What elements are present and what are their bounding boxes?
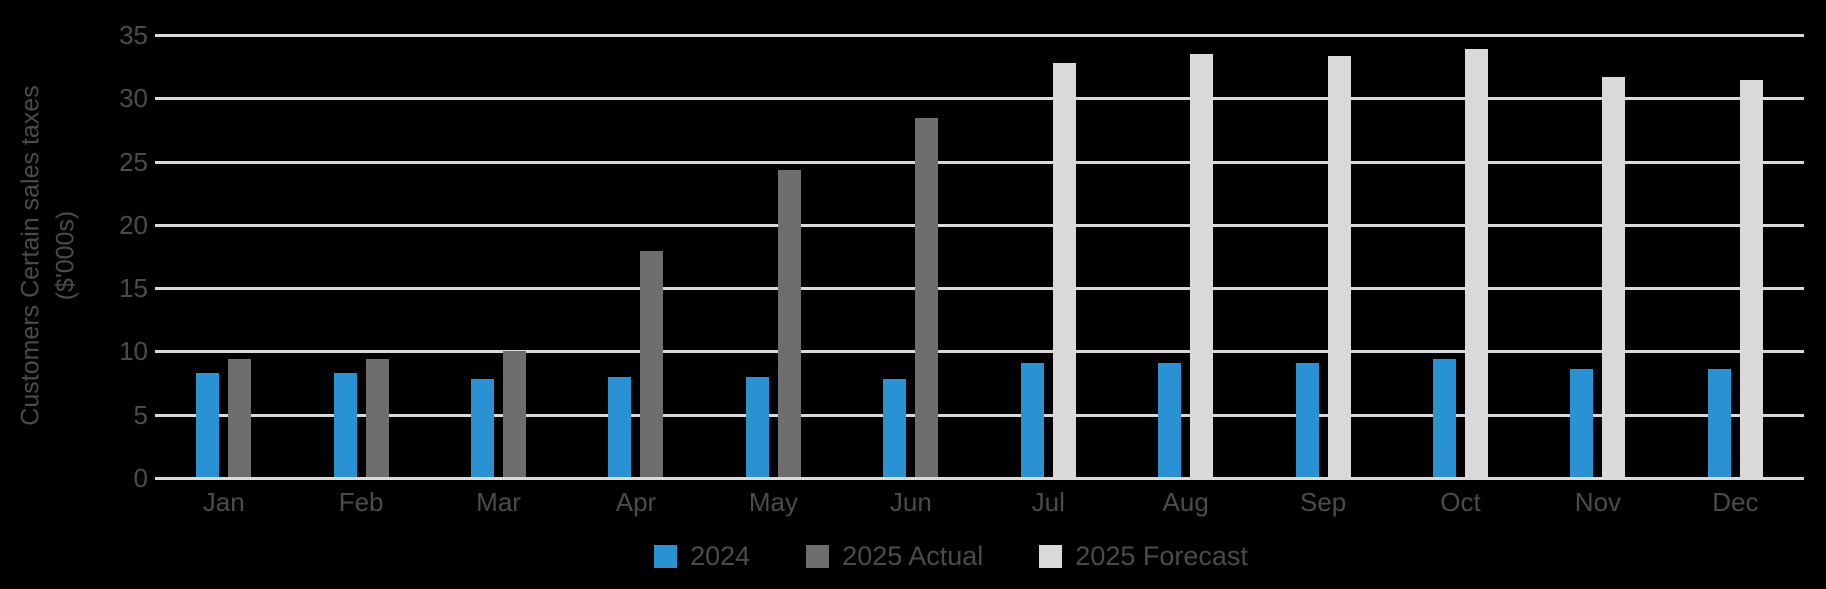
bar-group-sep bbox=[1254, 34, 1391, 477]
legend-swatch bbox=[1039, 545, 1063, 568]
bar-group-oct bbox=[1392, 34, 1529, 477]
x-axis-label-sep: Sep bbox=[1299, 487, 1347, 517]
legend-item-2024: 2024 bbox=[654, 541, 750, 572]
bar-2024-oct bbox=[1433, 358, 1456, 477]
gridline-15 bbox=[155, 287, 1804, 291]
y-tick-label-20: 20 bbox=[119, 209, 148, 240]
x-axis-labels: Jan Feb Mar Apr May Jun Jul Aug Sep Oct Nov Dec bbox=[155, 487, 1804, 518]
bar-group-nov bbox=[1529, 34, 1666, 477]
x-axis-label-oct: Oct bbox=[1440, 487, 1481, 517]
x-axis-label-mar: Mar bbox=[476, 487, 521, 517]
bar-2024-mar bbox=[471, 379, 495, 477]
x-axis-label-dec: Dec bbox=[1712, 487, 1759, 517]
bar-2024-nov bbox=[1570, 368, 1594, 477]
y-tick-label-15: 15 bbox=[119, 273, 148, 304]
bar-group-may bbox=[705, 34, 842, 477]
y-tick-label-0: 0 bbox=[133, 463, 148, 493]
bar-group-jun bbox=[842, 34, 979, 477]
bar-2025-actual-may bbox=[777, 170, 801, 477]
legend-item-2025-forecast: 2025 Forecast bbox=[1039, 541, 1248, 572]
bar-2024-may bbox=[745, 376, 769, 477]
y-tick-label-10: 10 bbox=[119, 336, 148, 367]
y-tick-label-5: 5 bbox=[133, 399, 148, 430]
bar-group-mar bbox=[430, 34, 567, 477]
bar-2025-forecast-sep bbox=[1327, 56, 1351, 477]
bar-2024-apr bbox=[608, 376, 632, 477]
bar-2025-forecast-oct bbox=[1465, 48, 1488, 477]
bar-2024-jul bbox=[1020, 362, 1044, 477]
x-axis-label-aug: Aug bbox=[1162, 487, 1209, 517]
bars-layer bbox=[155, 34, 1804, 477]
y-tick-label-35: 35 bbox=[119, 20, 148, 50]
legend-swatch bbox=[806, 545, 830, 568]
plot-area bbox=[155, 34, 1804, 480]
y-tick-label-30: 30 bbox=[119, 83, 148, 114]
x-axis-label-jan: Jan bbox=[202, 487, 245, 517]
bar-2025-forecast-jul bbox=[1052, 62, 1076, 477]
bar-2025-actual-jun bbox=[915, 118, 939, 477]
gridline-35 bbox=[155, 34, 1804, 37]
bar-2025-actual-mar bbox=[503, 351, 527, 477]
gridline-20 bbox=[155, 223, 1804, 227]
y-axis-tick-labels: 35 30 25 20 15 10 5 0 bbox=[0, 20, 148, 493]
gridline-30 bbox=[155, 97, 1804, 101]
bar-group-feb bbox=[292, 34, 429, 477]
legend-label: 2024 bbox=[690, 541, 751, 571]
legend: 2024 2025 Actual 2025 Forecast bbox=[38, 541, 1826, 572]
x-axis-label-feb: Feb bbox=[338, 487, 384, 517]
bar-2024-sep bbox=[1295, 362, 1319, 477]
bar-2024-feb bbox=[333, 372, 357, 477]
gridline-5 bbox=[155, 413, 1804, 417]
bar-group-apr bbox=[567, 34, 704, 477]
x-axis-label-apr: Apr bbox=[615, 487, 657, 517]
bar-2025-actual-apr bbox=[640, 251, 664, 477]
x-axis-label-jun: Jun bbox=[889, 487, 932, 517]
gridline-10 bbox=[155, 350, 1804, 354]
bar-group-jan bbox=[155, 34, 292, 477]
bar-2024-jun bbox=[883, 379, 907, 477]
legend-label: 2025 Actual bbox=[842, 541, 984, 571]
bar-2025-actual-jan bbox=[228, 358, 252, 477]
x-axis-label-jul: Jul bbox=[1031, 487, 1065, 517]
legend-swatch bbox=[654, 545, 678, 568]
bar-2024-dec bbox=[1707, 368, 1731, 477]
legend-item-2025-actual: 2025 Actual bbox=[806, 541, 983, 572]
bar-group-jul bbox=[980, 34, 1117, 477]
gridline-25 bbox=[155, 160, 1804, 164]
gridline-0 bbox=[155, 477, 1804, 480]
bar-2024-aug bbox=[1158, 362, 1182, 477]
x-axis-label-nov: Nov bbox=[1574, 487, 1622, 517]
legend-label: 2025 Forecast bbox=[1075, 541, 1248, 571]
bar-2024-jan bbox=[196, 372, 220, 477]
bar-2025-forecast-aug bbox=[1190, 53, 1214, 477]
x-axis-label-may: May bbox=[748, 487, 798, 517]
bar-2025-forecast-nov bbox=[1602, 76, 1626, 477]
bar-group-dec bbox=[1667, 34, 1804, 477]
bar-group-aug bbox=[1117, 34, 1254, 477]
bar-2025-actual-feb bbox=[365, 358, 389, 477]
bar-2025-forecast-dec bbox=[1739, 80, 1763, 477]
y-tick-label-25: 25 bbox=[119, 146, 148, 177]
